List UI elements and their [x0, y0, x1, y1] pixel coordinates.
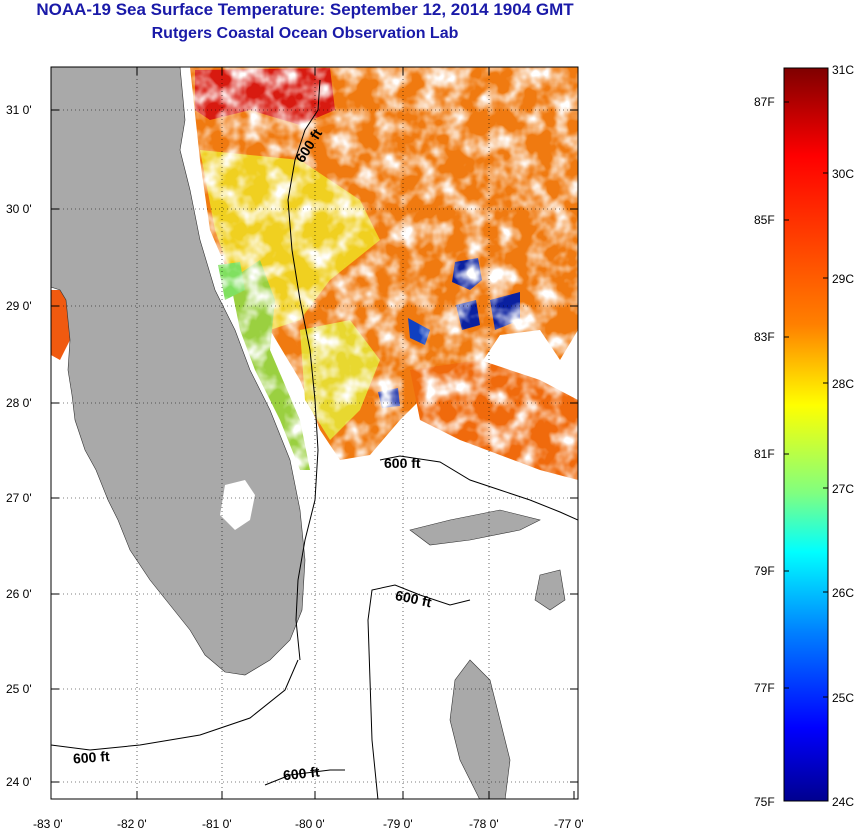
fahrenheit-label: 85F	[754, 213, 775, 227]
lake-okeechobee	[220, 480, 255, 530]
isobath-bahamas-south	[367, 584, 471, 799]
lon-label: -82 0'	[117, 817, 147, 831]
isobath-atlantic	[287, 79, 321, 661]
celsius-label: 25C	[832, 691, 854, 705]
isobath-bahamas-north	[379, 455, 578, 521]
lon-label: -79 0'	[383, 817, 413, 831]
axis-ticks	[50, 67, 578, 799]
lat-label: 29 0'	[6, 299, 32, 313]
colorbar-gradient	[783, 67, 829, 802]
longitude-labels: -83 0' -82 0' -81 0' -80 0' -79 0' -78 0…	[33, 817, 584, 831]
celsius-label: 24C	[832, 795, 854, 809]
celsius-label: 27C	[832, 482, 854, 496]
colorbar-celsius-ticks	[784, 101, 828, 698]
latitude-labels: 31 0' 30 0' 29 0' 28 0' 27 0' 26 0' 25 0…	[6, 103, 32, 789]
lon-label: -80 0'	[295, 817, 325, 831]
isobath-lines	[51, 79, 578, 799]
isobath-label-bahamas: 600 ft	[394, 587, 433, 610]
map-subtitle: Rutgers Coastal Ocean Observation Lab	[151, 25, 459, 42]
fahrenheit-label: 87F	[754, 95, 775, 109]
sst-warm-west	[51, 290, 70, 360]
isobath-label-south: 600 ft	[282, 763, 320, 783]
celsius-label: 28C	[832, 377, 854, 391]
colorbar-celsius-labels: 31C 30C 29C 28C 27C 26C 25C 24C	[832, 63, 854, 809]
lat-label: 24 0'	[6, 775, 32, 789]
land	[51, 67, 566, 799]
bahamas-grand	[409, 509, 541, 546]
celsius-label: 26C	[832, 586, 854, 600]
lat-label: 30 0'	[6, 202, 32, 216]
map-title: NOAA-19 Sea Surface Temperature: Septemb…	[36, 0, 574, 19]
colorbar-fahrenheit-labels: 87F 85F 83F 81F 79F 77F 75F	[754, 95, 775, 809]
lat-label: 27 0'	[6, 491, 32, 505]
lat-label: 25 0'	[6, 682, 32, 696]
isobath-label-central: 600 ft	[384, 455, 421, 471]
bahamas-andros	[449, 659, 511, 799]
lon-label: -83 0'	[33, 817, 63, 831]
isobath-label-gulf: 600 ft	[72, 748, 110, 767]
celsius-label: 29C	[832, 272, 854, 286]
bahamas-abaco	[534, 569, 566, 611]
isobath-gulf	[51, 659, 299, 751]
lon-label: -77 0'	[554, 817, 584, 831]
fahrenheit-label: 79F	[754, 564, 775, 578]
celsius-label: 30C	[832, 167, 854, 181]
lat-label: 28 0'	[6, 396, 32, 410]
lon-label: -81 0'	[202, 817, 232, 831]
fahrenheit-label: 83F	[754, 330, 775, 344]
lat-label: 26 0'	[6, 587, 32, 601]
celsius-label: 31C	[832, 63, 854, 77]
lat-label: 31 0'	[6, 103, 32, 117]
fahrenheit-label: 81F	[754, 447, 775, 461]
fahrenheit-label: 77F	[754, 681, 775, 695]
isobath-south	[264, 769, 345, 786]
fahrenheit-label: 75F	[754, 795, 775, 809]
lon-label: -78 0'	[469, 817, 499, 831]
